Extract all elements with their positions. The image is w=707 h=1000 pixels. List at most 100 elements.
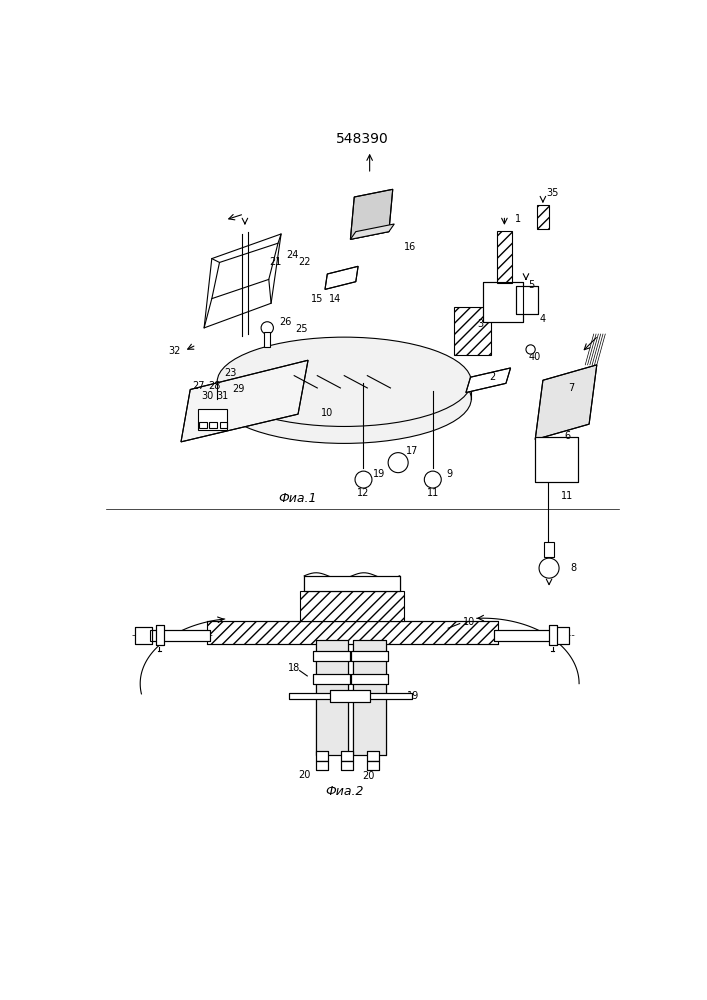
Bar — [316, 751, 328, 761]
Bar — [454, 307, 491, 355]
Text: 2: 2 — [490, 372, 496, 382]
Bar — [354, 640, 386, 755]
Bar — [351, 674, 388, 684]
Polygon shape — [351, 189, 393, 239]
Bar — [351, 674, 388, 684]
Bar — [288, 693, 412, 699]
Bar — [351, 651, 388, 661]
Bar — [313, 651, 351, 661]
Text: 8: 8 — [571, 563, 577, 573]
Bar — [304, 576, 399, 591]
Bar — [493, 630, 554, 641]
Text: 32: 32 — [169, 346, 181, 356]
Bar — [150, 630, 210, 641]
Text: 10: 10 — [321, 408, 334, 418]
Polygon shape — [351, 224, 395, 239]
Bar — [516, 286, 537, 314]
Circle shape — [526, 345, 535, 354]
Bar — [199, 422, 207, 428]
Bar — [535, 437, 578, 482]
Text: 40: 40 — [528, 352, 541, 362]
Bar — [493, 630, 554, 641]
Bar — [552, 627, 569, 644]
Bar — [351, 651, 388, 661]
Bar — [483, 282, 523, 322]
Bar — [313, 674, 351, 684]
Text: 19: 19 — [407, 691, 420, 701]
Text: 16: 16 — [404, 242, 416, 252]
Polygon shape — [181, 360, 308, 442]
Bar — [209, 422, 217, 428]
Bar — [341, 751, 354, 761]
Text: Фиа.2: Фиа.2 — [325, 785, 363, 798]
Polygon shape — [466, 368, 510, 393]
Bar — [316, 761, 328, 770]
Bar — [366, 761, 379, 770]
Bar — [483, 282, 523, 322]
Bar — [341, 761, 354, 770]
Bar — [219, 422, 227, 428]
Text: 3: 3 — [477, 319, 484, 329]
Bar — [313, 651, 351, 661]
Polygon shape — [325, 266, 358, 289]
Text: 548390: 548390 — [337, 132, 389, 146]
Text: 30: 30 — [201, 391, 214, 401]
Text: 1: 1 — [515, 214, 521, 224]
Bar — [537, 205, 549, 229]
Text: 10: 10 — [463, 617, 475, 627]
Bar — [330, 690, 370, 702]
Text: 22: 22 — [298, 257, 310, 267]
Circle shape — [261, 322, 274, 334]
Text: 11: 11 — [426, 488, 439, 498]
Bar — [341, 751, 354, 761]
Text: 27: 27 — [192, 381, 205, 391]
Bar — [198, 409, 227, 430]
Text: 17: 17 — [406, 446, 418, 456]
Bar — [354, 640, 386, 755]
Bar — [316, 640, 348, 755]
Text: 12: 12 — [357, 488, 370, 498]
Bar — [135, 627, 152, 644]
Text: 14: 14 — [329, 294, 341, 304]
Text: 15: 15 — [311, 294, 324, 304]
Bar — [156, 625, 164, 645]
Bar — [316, 751, 328, 761]
Text: 29: 29 — [233, 384, 245, 394]
Text: Фиа.1: Фиа.1 — [279, 492, 317, 505]
Bar — [366, 761, 379, 770]
Bar — [552, 627, 569, 644]
Text: 5: 5 — [528, 280, 534, 290]
Polygon shape — [535, 365, 597, 440]
Bar — [330, 690, 370, 702]
Bar — [150, 630, 210, 641]
Bar — [304, 576, 399, 591]
Text: 7: 7 — [568, 383, 575, 393]
Bar — [341, 761, 354, 770]
Ellipse shape — [217, 354, 472, 443]
Bar — [288, 693, 412, 699]
Text: 20: 20 — [363, 771, 375, 781]
Bar — [516, 286, 537, 314]
Text: 24: 24 — [286, 250, 299, 260]
Text: 31: 31 — [216, 391, 228, 401]
Text: 23: 23 — [224, 368, 236, 378]
Bar — [264, 332, 270, 347]
Circle shape — [539, 558, 559, 578]
Bar — [300, 591, 404, 620]
Bar — [366, 751, 379, 761]
Circle shape — [424, 471, 441, 488]
Text: 25: 25 — [296, 324, 308, 334]
Bar — [316, 640, 348, 755]
Circle shape — [388, 453, 408, 473]
Text: 9: 9 — [447, 469, 452, 479]
Text: 4: 4 — [540, 314, 546, 324]
Text: 19: 19 — [373, 469, 385, 479]
Bar — [156, 625, 164, 645]
Bar — [497, 231, 512, 283]
Text: 18: 18 — [288, 663, 300, 673]
Text: 35: 35 — [546, 188, 559, 198]
Text: 6: 6 — [564, 431, 571, 441]
Bar — [544, 542, 554, 557]
Text: 28: 28 — [209, 381, 221, 391]
Bar — [135, 627, 152, 644]
